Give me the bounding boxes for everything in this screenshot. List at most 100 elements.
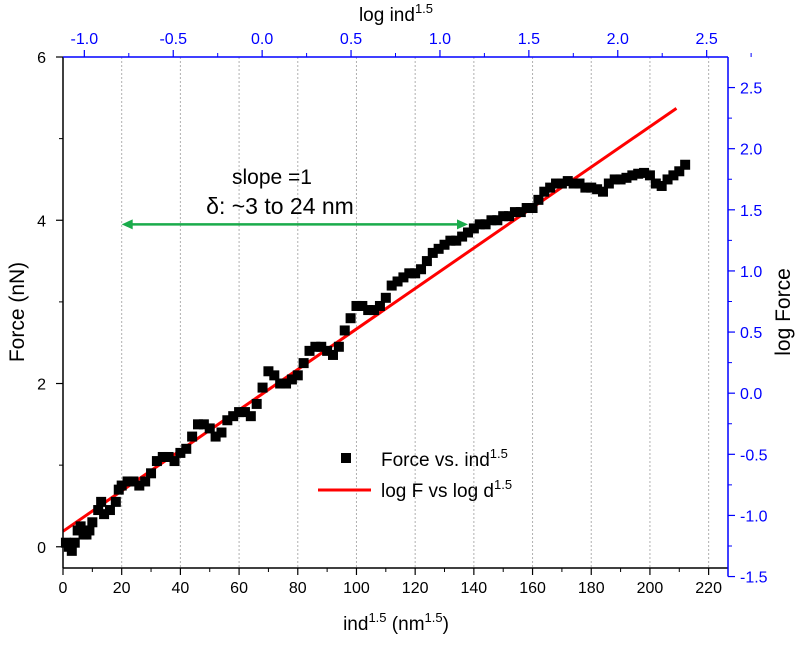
arrow-head-left [121,219,133,230]
data-point [650,178,661,189]
data-point [680,159,691,170]
y2-tick-label: -0.5 [740,447,768,464]
x-tick-label: 220 [695,580,722,597]
data-point [462,227,473,238]
x-axis-title: ind1.5 (nm1.5) [343,610,449,635]
data-point [304,345,315,356]
data-point [515,207,526,218]
y-tick-label: 4 [37,213,46,230]
data-point [310,341,321,352]
data-point [621,172,632,183]
data-point [122,476,133,487]
data-point [140,476,151,487]
data-point [345,313,356,324]
data-point [392,276,403,287]
data-point [210,431,221,442]
data-point [66,545,77,556]
data-point [146,468,157,479]
data-point [404,268,415,279]
data-point [474,219,485,230]
data-point [363,305,374,316]
data-point [662,174,673,185]
data-point [269,370,280,381]
data-point [198,419,209,430]
data-point [222,415,233,426]
x-tick-label: 60 [230,580,248,597]
data-point [151,456,162,467]
x-tick-label: 180 [578,580,605,597]
range-annotation: δ: ~3 to 24 nm [206,193,354,219]
legend-label-fit: log F vs log d1.5 [381,477,512,502]
data-point [562,176,573,187]
data-point [427,247,438,258]
data-point [181,443,192,454]
x-tick-label: 200 [637,580,664,597]
x-tick-label: 20 [113,580,131,597]
data-point [251,398,262,409]
data-point [75,521,86,532]
data-point [87,517,98,528]
data-point [668,170,679,181]
fit-line-layer [62,107,678,533]
x-tick-label: 120 [402,580,429,597]
data-point [69,537,80,548]
data-point [416,264,427,275]
y2-tick-label: 1.0 [740,264,762,281]
data-point [134,480,145,491]
data-point [96,496,107,507]
data-point [533,194,544,205]
y2-tick-label: 0.5 [740,325,762,342]
data-point [492,215,503,226]
data-point [633,168,644,179]
data-point [234,407,245,418]
x2-tick-label: 0.0 [251,31,273,48]
x-tick-label: 140 [461,580,488,597]
data-point [539,186,550,197]
data-point [99,509,110,520]
data-point [257,382,268,393]
data-point [351,300,362,311]
data-point [644,170,655,181]
data-point [615,174,626,185]
grid [121,57,710,568]
data-point [480,219,491,230]
data-point [339,325,350,336]
data-point [439,239,450,250]
scatter-points [60,159,691,556]
data-point [93,505,104,516]
data-point [527,203,538,214]
x2-tick-label: -1.0 [71,31,99,48]
x2-tick-label: 2.5 [696,31,718,48]
data-point [369,305,380,316]
range-arrow [121,219,468,230]
x2-tick-label: 1.5 [518,31,540,48]
y2-tick-label: -1.0 [740,508,768,525]
x2-tick-label: -0.5 [159,31,187,48]
data-point [357,300,368,311]
y-axis-title: Force (nN) [6,262,29,362]
x-tick-label: 40 [171,580,189,597]
data-point [574,178,585,189]
data-point [84,525,95,536]
x-tick-label: 160 [519,580,546,597]
data-point [521,203,532,214]
y2-tick-label: -1.5 [740,570,768,587]
data-point [421,256,432,267]
arrow-head-right [456,219,468,230]
data-point [627,170,638,181]
x2-tick-label: 1.0 [429,31,451,48]
x2-tick-label: 2.0 [607,31,629,48]
data-point [104,505,115,516]
data-point [398,272,409,283]
data-point [498,211,509,222]
data-point [116,480,127,491]
data-point [603,178,614,189]
data-point [609,174,620,185]
x2-tick-label: 0.5 [340,31,362,48]
data-point [509,207,520,218]
data-point [639,167,650,178]
data-point [239,407,250,418]
data-point [263,366,274,377]
x-tick-label: 80 [289,580,307,597]
data-point [322,345,333,356]
